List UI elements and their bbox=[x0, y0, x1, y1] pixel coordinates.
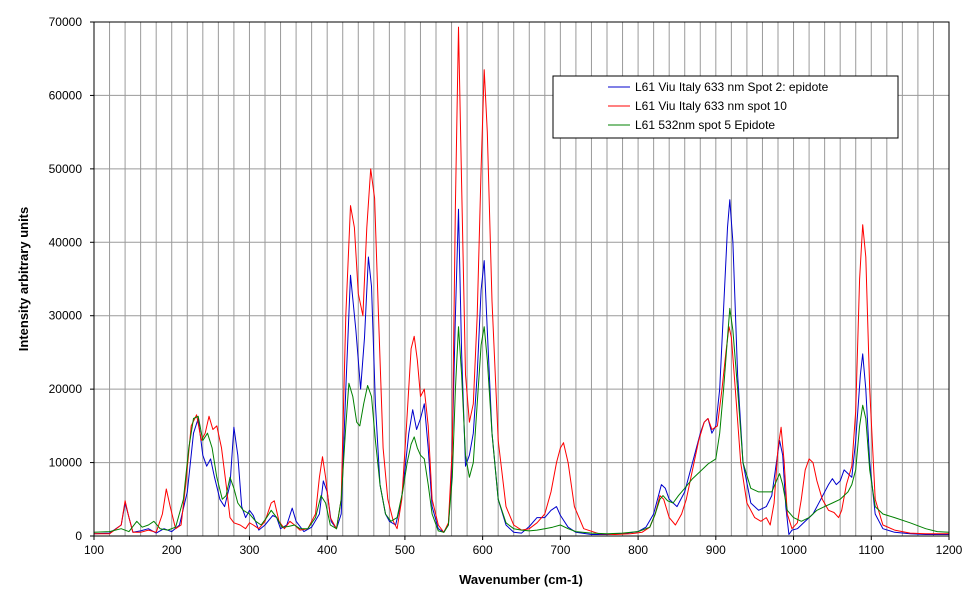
series-layer bbox=[93, 26, 950, 535]
y-tick-label: 40000 bbox=[49, 235, 83, 249]
y-tick-label: 20000 bbox=[49, 382, 83, 396]
x-tick-label: 200 bbox=[162, 543, 182, 557]
y-tick-label: 0 bbox=[75, 529, 82, 543]
legend-box bbox=[552, 75, 899, 139]
x-tick-label: 800 bbox=[628, 543, 648, 557]
legend: L61 Viu Italy 633 nm Spot 2: epidote L61… bbox=[552, 75, 899, 139]
series-line-3 bbox=[93, 307, 950, 535]
x-tick-label: 500 bbox=[395, 543, 415, 557]
x-tick-label: 1100 bbox=[858, 543, 884, 557]
legend-label-series-2: L61 Viu Italy 633 nm spot 10 bbox=[635, 99, 787, 113]
x-tick-label: 700 bbox=[550, 543, 570, 557]
x-tick-label: 900 bbox=[706, 543, 726, 557]
series-line-2 bbox=[94, 26, 949, 535]
plot-area-frame bbox=[93, 21, 950, 537]
y-axis-title: Intensity arbitrary units bbox=[16, 207, 31, 351]
y-tick-label: 70000 bbox=[49, 15, 83, 29]
x-tick-label: 1200 bbox=[936, 543, 963, 557]
x-tick-label: 400 bbox=[317, 543, 337, 557]
tick-layer: 100 200 300 400 500 600 700 800 900 1000 1100 1200 0… bbox=[49, 15, 963, 557]
y-tick-label: 50000 bbox=[49, 162, 83, 176]
y-tick-label: 60000 bbox=[49, 88, 83, 102]
y-tick-label: 10000 bbox=[49, 456, 83, 470]
legend-label-series-3: L61 532nm spot 5 Epidote bbox=[635, 118, 775, 132]
x-tick-label: 1000 bbox=[780, 543, 807, 557]
x-axis-title: Wavenumber (cm-1) bbox=[459, 572, 583, 587]
x-tick-label: 600 bbox=[473, 543, 493, 557]
y-tick-label: 30000 bbox=[49, 309, 83, 323]
x-tick-label: 100 bbox=[84, 543, 104, 557]
x-tick-label: 300 bbox=[239, 543, 259, 557]
legend-label-series-1: L61 Viu Italy 633 nm Spot 2: epidote bbox=[635, 80, 829, 94]
series-line-1 bbox=[93, 199, 949, 535]
